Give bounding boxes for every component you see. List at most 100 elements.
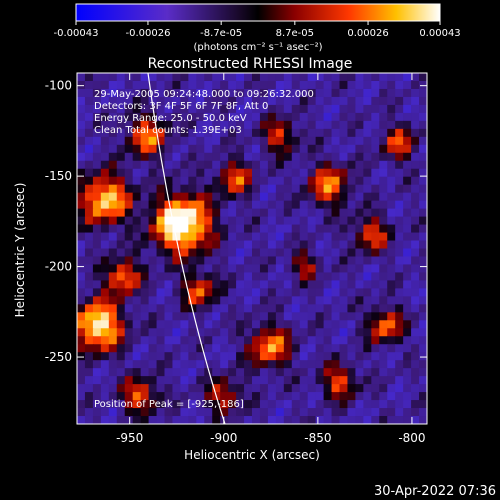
heatmap-cell bbox=[275, 80, 285, 90]
heatmap-cell bbox=[204, 416, 213, 424]
heatmap-cell bbox=[180, 376, 189, 385]
heatmap-cell bbox=[140, 128, 150, 138]
heatmap-cell bbox=[355, 176, 364, 186]
heatmap-cell bbox=[331, 80, 341, 90]
heatmap-cell bbox=[92, 240, 102, 250]
heatmap-cell bbox=[108, 272, 118, 282]
heatmap-cell bbox=[244, 384, 253, 393]
heatmap-cell bbox=[331, 160, 341, 170]
heatmap-cell bbox=[100, 240, 110, 250]
heatmap-cell bbox=[299, 73, 309, 82]
x-tick-label: -850 bbox=[304, 431, 331, 445]
heatmap-cell bbox=[419, 360, 427, 369]
heatmap-cell bbox=[331, 416, 341, 424]
heatmap-cell bbox=[156, 128, 166, 138]
heatmap-cell bbox=[252, 248, 261, 258]
heatmap-cell bbox=[244, 136, 253, 146]
heatmap-cell bbox=[315, 296, 325, 305]
heatmap-cell bbox=[307, 312, 317, 321]
heatmap-cell bbox=[116, 248, 126, 258]
heatmap-cell bbox=[84, 304, 94, 313]
heatmap-cell bbox=[108, 256, 118, 266]
heatmap-cell bbox=[124, 400, 134, 409]
heatmap-cell bbox=[387, 248, 396, 258]
heatmap-cell bbox=[355, 352, 364, 361]
heatmap-cell bbox=[411, 73, 420, 82]
heatmap-cell bbox=[355, 248, 364, 258]
heatmap-cell bbox=[220, 312, 229, 321]
heatmap-cell bbox=[252, 408, 261, 417]
heatmap-cell bbox=[236, 288, 245, 297]
heatmap-cell bbox=[307, 96, 317, 106]
heatmap-cell bbox=[291, 216, 301, 226]
heatmap-cell bbox=[315, 96, 325, 106]
heatmap-cell bbox=[339, 240, 349, 250]
heatmap-cell bbox=[355, 344, 364, 353]
heatmap-cell bbox=[204, 312, 213, 321]
x-axis-ticks: -950 -900 -850 -800 bbox=[116, 73, 426, 445]
heatmap-cell bbox=[140, 376, 150, 385]
heatmap-cell bbox=[323, 320, 333, 329]
annotation-detectors: Detectors: 3F 4F 5F 6F 7F 8F, Att 0 bbox=[94, 101, 268, 112]
heatmap-cell bbox=[124, 120, 134, 130]
heatmap-cell bbox=[220, 96, 229, 106]
heatmap-cell bbox=[275, 328, 285, 337]
heatmap-cell bbox=[339, 392, 349, 401]
heatmap-cell bbox=[108, 88, 118, 98]
heatmap-cell bbox=[379, 384, 388, 393]
heatmap-cell bbox=[252, 288, 261, 297]
heatmap-cell bbox=[164, 360, 174, 369]
heatmap-cell bbox=[395, 160, 404, 170]
heatmap-cell bbox=[124, 336, 134, 345]
heatmap-cell bbox=[331, 152, 341, 162]
heatmap-cell bbox=[220, 288, 229, 297]
heatmap-cell bbox=[371, 120, 380, 130]
heatmap-cell bbox=[387, 216, 396, 226]
heatmap-cell bbox=[108, 376, 118, 385]
heatmap-cell bbox=[196, 128, 205, 138]
heatmap-cell bbox=[283, 408, 293, 417]
heatmap-cell bbox=[108, 248, 118, 258]
heatmap-cell bbox=[84, 264, 94, 274]
heatmap-cell bbox=[172, 344, 181, 353]
heatmap-cell bbox=[291, 248, 301, 258]
heatmap-cell bbox=[323, 208, 333, 218]
heatmap-cell bbox=[84, 80, 94, 90]
heatmap-cell bbox=[77, 416, 86, 424]
heatmap-cell bbox=[252, 104, 261, 114]
heatmap-cell bbox=[84, 312, 94, 321]
heatmap-cell bbox=[212, 400, 221, 409]
heatmap-cell bbox=[196, 384, 205, 393]
heatmap-cell bbox=[411, 216, 420, 226]
heatmap-cell bbox=[116, 136, 126, 146]
heatmap-cell bbox=[379, 336, 388, 345]
heatmap-cell bbox=[220, 344, 229, 353]
heatmap-cell bbox=[355, 328, 364, 337]
heatmap-cell bbox=[77, 152, 86, 162]
heatmap-cell bbox=[188, 200, 197, 210]
heatmap-cell bbox=[283, 328, 293, 337]
heatmap-cell bbox=[403, 344, 412, 353]
heatmap-cell bbox=[148, 408, 158, 417]
heatmap-cell bbox=[84, 368, 94, 377]
heatmap-cell bbox=[228, 208, 237, 218]
heatmap-cell bbox=[291, 272, 301, 282]
heatmap-cell bbox=[307, 328, 317, 337]
heatmap-cell bbox=[403, 192, 412, 202]
heatmap-cell bbox=[196, 152, 205, 162]
heatmap-cell bbox=[188, 288, 197, 297]
colorbar-tick-label: 8.7e-05 bbox=[276, 28, 314, 39]
heatmap-cell bbox=[419, 96, 427, 106]
heatmap-cell bbox=[124, 240, 134, 250]
heatmap-cell bbox=[315, 112, 325, 122]
heatmap-cell bbox=[156, 368, 166, 377]
heatmap-cell bbox=[204, 288, 213, 297]
heatmap-cell bbox=[403, 104, 412, 114]
heatmap-cell bbox=[212, 208, 221, 218]
heatmap-cell bbox=[411, 392, 420, 401]
heatmap-cell bbox=[124, 168, 134, 178]
heatmap-cell bbox=[347, 96, 356, 106]
heatmap-cell bbox=[252, 152, 261, 162]
heatmap-cell bbox=[148, 416, 158, 424]
